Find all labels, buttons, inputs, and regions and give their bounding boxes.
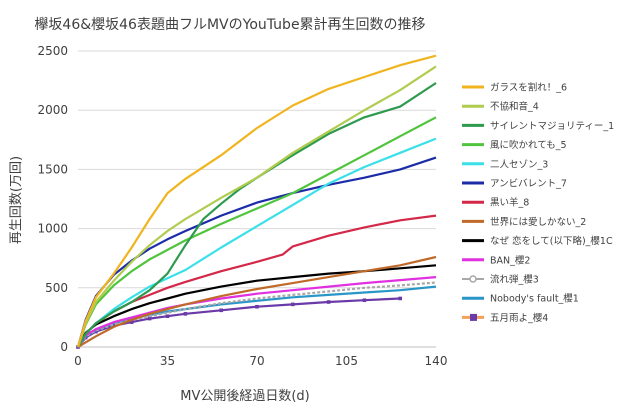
legend-label: BAN_櫻2 (490, 254, 530, 266)
series-point (326, 300, 331, 304)
legend-label: 流れ弾_櫻3 (490, 274, 539, 286)
legend-label: 二人セゾン_3 (490, 159, 548, 170)
x-tick-label: 0 (74, 354, 82, 368)
series-point (219, 308, 223, 313)
y-tick-label: 1500 (37, 162, 68, 176)
series-line (76, 116, 437, 348)
legend-label: 世界には愛しかない_2 (490, 216, 586, 228)
y-tick-label: 500 (45, 281, 68, 295)
y-tick-label: 2000 (37, 103, 68, 117)
legend-label: サイレントマジョリティー_1 (490, 121, 614, 132)
y-axis-label: 再生回数(万回) (9, 156, 24, 244)
legend-label: ガラスを割れ！_6 (490, 82, 567, 94)
y-tick-label: 0 (60, 340, 68, 354)
series-point (255, 304, 259, 309)
series-point (398, 296, 402, 301)
x-tick-label: 105 (335, 354, 358, 368)
y-tick-label: 1000 (37, 222, 68, 236)
series-lines (76, 54, 437, 349)
legend-label: アンビバレント_7 (490, 179, 567, 190)
x-tick-label: 140 (425, 354, 448, 368)
legend-label: 不協和音_4 (490, 101, 539, 113)
series-line (77, 82, 437, 348)
legend-label: 五月雨よ_櫻4 (490, 312, 548, 324)
series-point (165, 314, 170, 319)
series-point (112, 323, 116, 328)
series-line (77, 281, 437, 348)
legend-label: 風に吹かれても_5 (490, 139, 567, 151)
tick-labels: 0 500 1000 1500 2000 2500 0 35 70 105 140 (37, 44, 447, 368)
y-tick-label: 2500 (37, 44, 68, 58)
legend-label: なぜ 恋をして(以下略)_櫻1C (490, 235, 613, 247)
series-point (183, 312, 188, 316)
series-point (291, 302, 295, 307)
series-line (76, 54, 437, 348)
legend: ガラスを割れ！_6 不協和音_4 サイレントマジョリティー_1 風に吹かれても_5 二人… (462, 82, 614, 324)
x-axis-label: MV公開後経過日数(d) (180, 389, 310, 404)
x-tick-label: 70 (249, 354, 264, 368)
series-line (76, 65, 437, 348)
legend-marker (470, 313, 477, 321)
chart-title: 欅坂46&櫻坂46表題曲フルMVのYouTube累計再生回数の推移 (34, 17, 426, 33)
x-tick-label: 35 (160, 354, 175, 368)
legend-label: Nobody's fault_櫻1 (490, 293, 579, 305)
series-point (129, 320, 134, 324)
series-point (362, 298, 367, 303)
gridlines (78, 50, 436, 348)
series-line (77, 264, 437, 348)
legend-label: 黒い羊_8 (490, 197, 529, 209)
series-line (77, 255, 437, 348)
series-line (77, 297, 401, 348)
series-point (147, 316, 152, 321)
legend-marker (469, 275, 477, 283)
